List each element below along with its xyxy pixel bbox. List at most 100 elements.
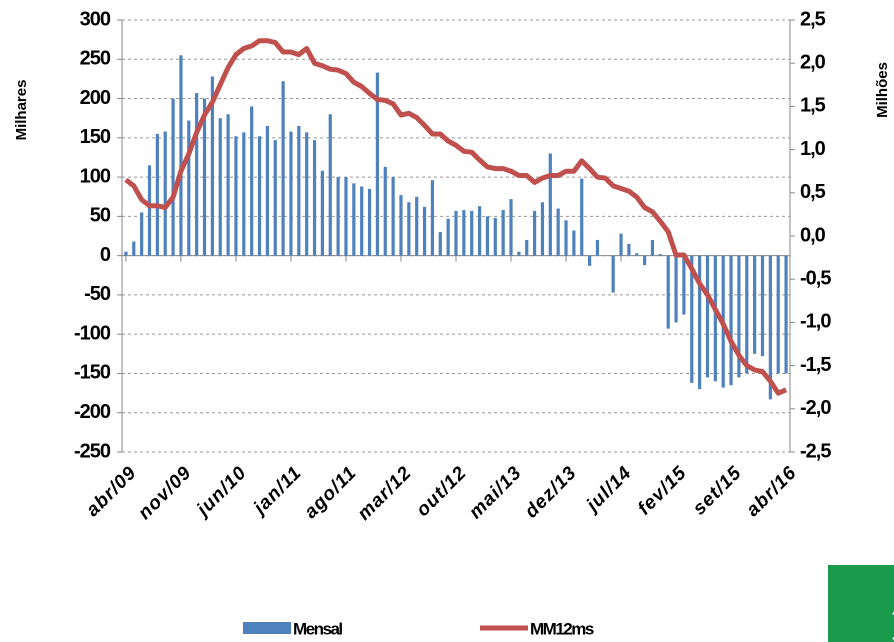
y-tick-label: 100	[80, 165, 111, 187]
bar	[218, 118, 222, 256]
y-tick-label: 0	[100, 244, 111, 266]
bar	[509, 199, 513, 256]
bar	[666, 255, 670, 329]
bar	[635, 253, 639, 256]
bar	[745, 255, 749, 374]
bar	[572, 230, 576, 256]
bar	[462, 210, 466, 256]
bar	[210, 76, 214, 256]
bar	[155, 133, 159, 256]
bar	[320, 170, 324, 256]
bar	[147, 165, 152, 256]
bar	[281, 81, 285, 256]
x-tick-label: mar/12	[354, 462, 416, 524]
bar	[257, 136, 262, 256]
bar	[454, 210, 458, 256]
x-tick-label: out/12	[412, 462, 471, 521]
y2-tick-label: 0,5	[800, 181, 826, 203]
y2-tick-label: 0,0	[800, 224, 826, 246]
line	[124, 38, 788, 396]
bar	[650, 239, 655, 256]
bar	[470, 210, 474, 256]
bar	[540, 202, 545, 256]
bar	[776, 255, 780, 374]
bar	[446, 218, 450, 256]
x-tick-label: jan/11	[248, 462, 306, 520]
bar	[391, 177, 395, 256]
y2-tick-label: -2,0	[800, 397, 831, 419]
bar	[289, 131, 293, 256]
x-tick-label: jul/14	[581, 462, 637, 518]
x-tick-label: set/15	[689, 462, 746, 519]
y-tick-label: -100	[74, 322, 111, 344]
bar	[485, 216, 490, 256]
bar	[202, 98, 207, 256]
bar	[580, 178, 584, 256]
bar	[784, 255, 788, 374]
y2-tick-label: -1,5	[800, 354, 831, 376]
x-tick-label: nov/09	[134, 462, 196, 524]
bar	[705, 255, 710, 378]
bar	[360, 186, 364, 256]
x-tick-label: abr/16	[742, 462, 801, 521]
y2-tick-label: 2,0	[800, 51, 826, 73]
bar	[713, 255, 717, 382]
y-tick-label: 250	[80, 48, 111, 70]
bar	[375, 72, 380, 256]
legend-swatch	[243, 622, 291, 634]
bar	[698, 255, 702, 390]
bar	[643, 255, 647, 266]
bar	[344, 177, 348, 256]
bar	[407, 202, 411, 256]
legend-label: MM12ms	[530, 619, 594, 638]
y-tick-label: 150	[80, 126, 111, 148]
bar	[517, 251, 521, 256]
bar	[760, 255, 765, 357]
bar	[187, 120, 191, 256]
bar	[140, 212, 144, 256]
bar	[438, 232, 442, 256]
legend-label: Mensal	[293, 619, 342, 638]
bar	[658, 254, 662, 256]
bar	[265, 126, 269, 256]
bar	[422, 206, 427, 256]
bar	[305, 132, 309, 256]
y2-tick-label: 1,5	[800, 95, 826, 117]
bar	[352, 183, 356, 256]
x-tick-label: dez/13	[521, 462, 581, 522]
bar	[611, 255, 615, 293]
y-tick-label: -50	[84, 283, 111, 305]
bar	[768, 255, 772, 400]
bar	[619, 233, 623, 256]
y-axis-title: Milhares	[13, 80, 30, 141]
y2-tick-label: -0,5	[800, 267, 831, 289]
bar	[171, 98, 175, 256]
bar	[430, 180, 435, 256]
y2-tick-label: 1,0	[800, 138, 826, 160]
bar	[415, 196, 419, 256]
bar	[179, 55, 183, 256]
y-tick-label: -250	[74, 440, 111, 462]
y-tick-label: -200	[74, 401, 111, 423]
bar	[273, 140, 277, 256]
y-tick-label: 200	[80, 87, 111, 109]
bar	[493, 217, 497, 256]
logo	[828, 565, 894, 642]
y-tick-label: -150	[74, 362, 111, 384]
y2-tick-label: 2,5	[800, 8, 826, 30]
bar	[132, 241, 136, 256]
bar	[242, 132, 246, 256]
bar	[556, 208, 560, 256]
bar	[548, 153, 552, 256]
bar	[226, 114, 230, 256]
bar	[383, 166, 387, 256]
x-tick-label: fev/15	[634, 462, 691, 519]
bar	[627, 243, 631, 256]
bar	[477, 206, 482, 256]
x-tick-label: jun/10	[191, 462, 251, 522]
bar	[234, 136, 238, 256]
y-tick-label: 50	[90, 205, 111, 227]
bar	[690, 255, 694, 383]
bar	[124, 251, 128, 256]
